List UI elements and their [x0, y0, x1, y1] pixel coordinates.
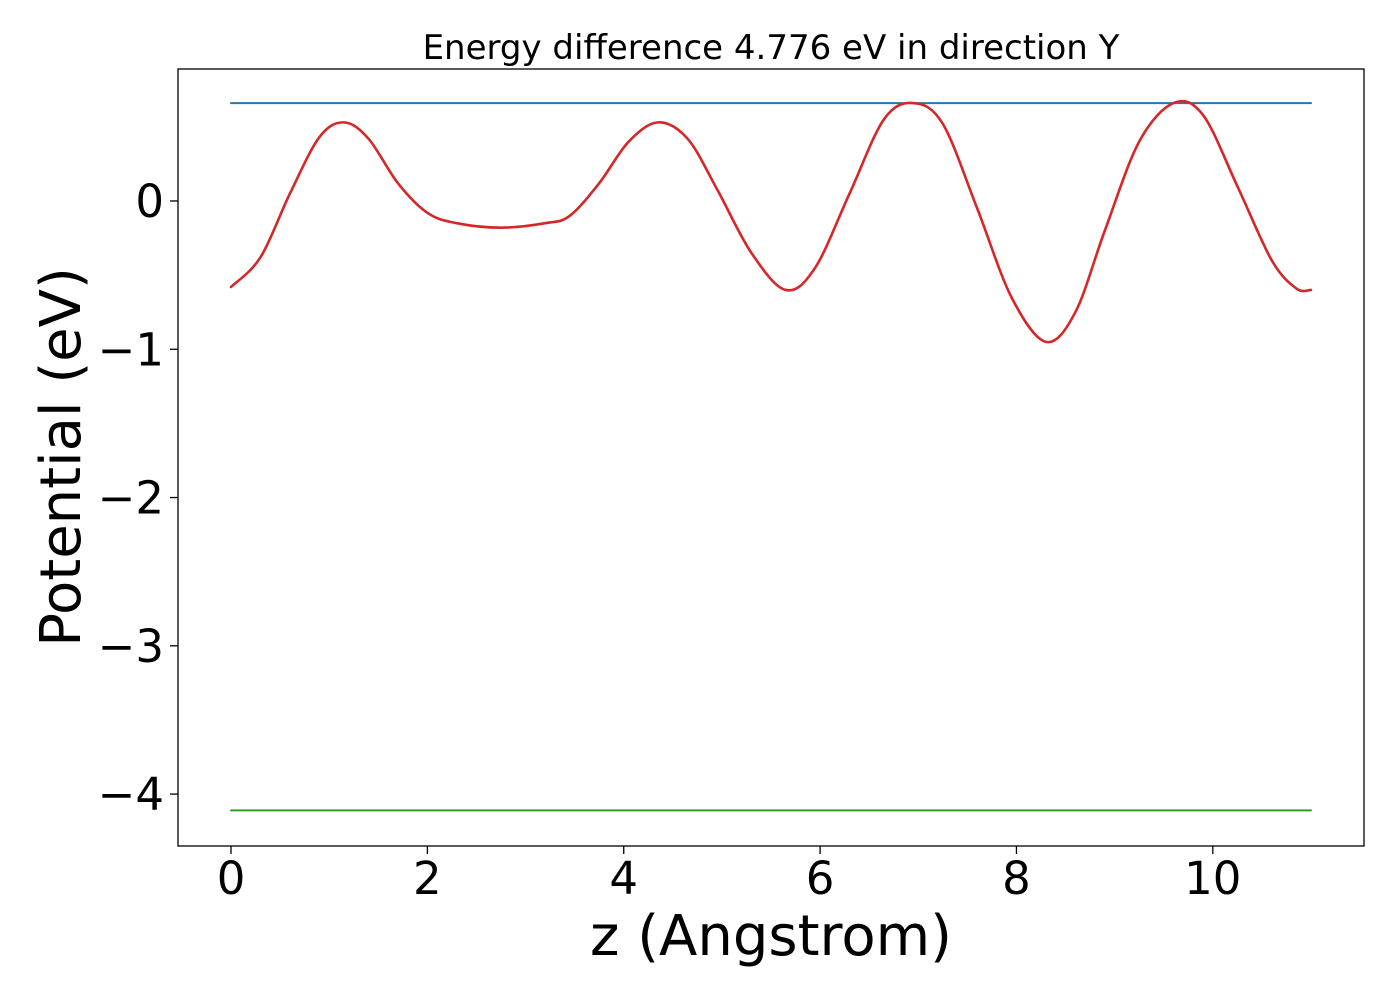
x-tick-label: 2: [413, 852, 442, 905]
y-tick-label: −4: [98, 768, 164, 821]
potential-series-line: [229, 99, 1313, 344]
y-axis-label: Potential (eV): [29, 267, 94, 647]
x-axis-ticks: 0 2 4 6 8 10: [217, 846, 1241, 905]
x-tick-label: 0: [217, 852, 246, 905]
chart-title: Energy difference 4.776 eV in direction …: [423, 28, 1120, 68]
axes-frame: [177, 68, 1365, 847]
x-axis-label: z (Angstrom): [590, 904, 952, 969]
x-tick-label: 10: [1184, 852, 1241, 905]
series-group: [229, 99, 1313, 812]
y-tick-label: −1: [98, 323, 164, 376]
y-tick-label: 0: [135, 175, 164, 228]
x-tick-label: 6: [806, 852, 835, 905]
x-tick-label: 4: [609, 852, 638, 905]
y-axis-ticks: 0 −1 −2 −3 −4: [98, 175, 178, 821]
x-tick-label: 8: [1002, 852, 1031, 905]
y-tick-label: −3: [98, 620, 164, 673]
y-tick-label: −2: [98, 472, 164, 525]
